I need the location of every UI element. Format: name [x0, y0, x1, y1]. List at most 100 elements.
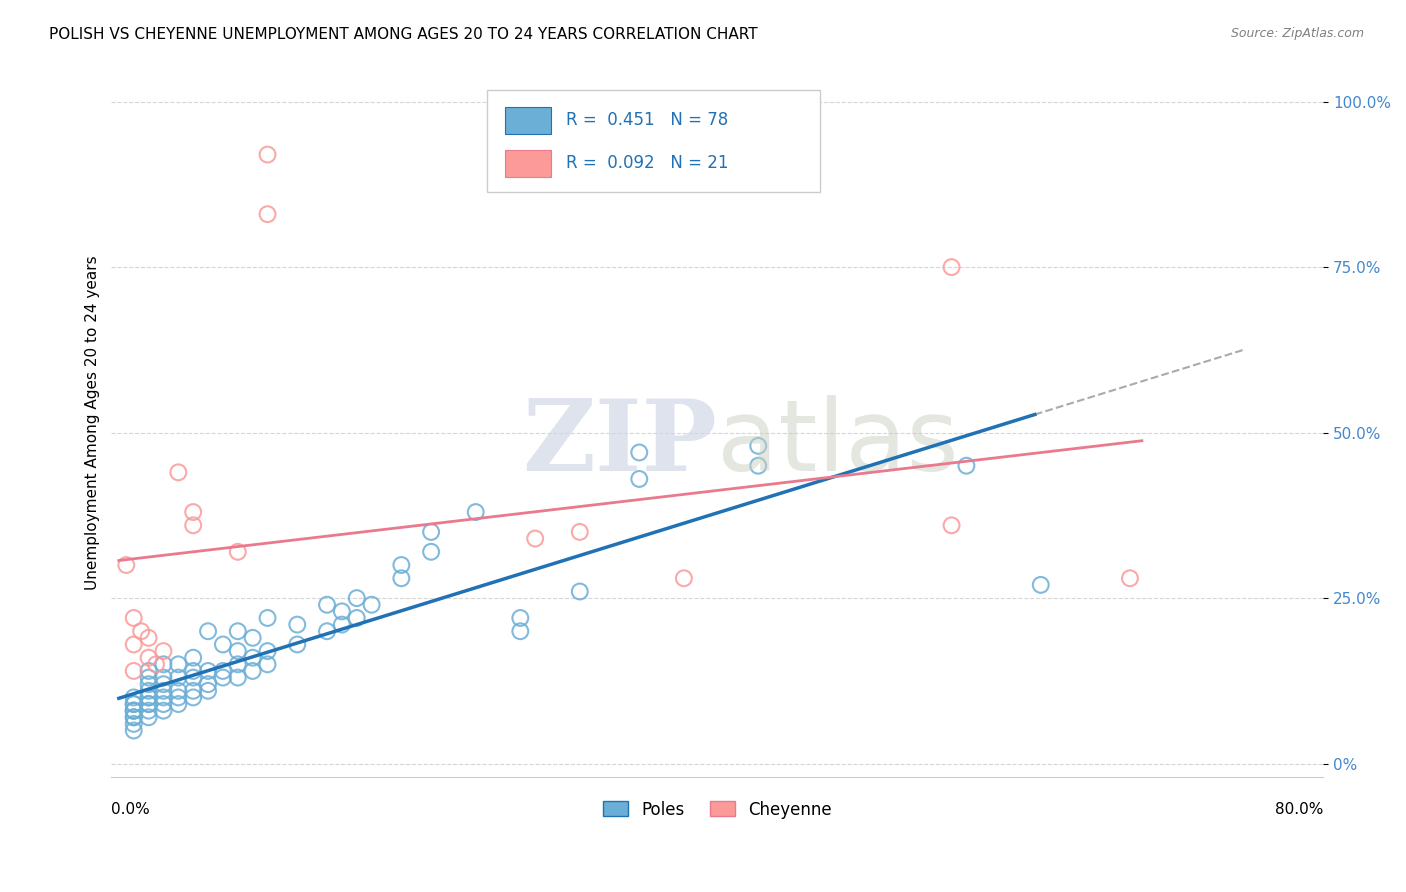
Point	[138, 683, 160, 698]
Point	[197, 677, 219, 691]
Point	[1119, 571, 1142, 585]
Point	[628, 445, 651, 459]
Point	[242, 650, 264, 665]
Point	[138, 664, 160, 678]
Text: 0.0%: 0.0%	[111, 802, 150, 817]
Legend: Poles, Cheyenne: Poles, Cheyenne	[596, 794, 838, 825]
Point	[509, 624, 531, 639]
Point	[242, 664, 264, 678]
Point	[138, 650, 160, 665]
Point	[181, 518, 204, 533]
Point	[181, 683, 204, 698]
Point	[181, 671, 204, 685]
Point	[672, 571, 695, 585]
Point	[256, 657, 278, 672]
Point	[138, 697, 160, 711]
Point	[138, 671, 160, 685]
Point	[285, 617, 308, 632]
Point	[568, 584, 591, 599]
Point	[464, 505, 486, 519]
Point	[197, 683, 219, 698]
Point	[285, 637, 308, 651]
Point	[256, 147, 278, 161]
Point	[167, 697, 190, 711]
Point	[628, 472, 651, 486]
Point	[256, 611, 278, 625]
Text: 80.0%: 80.0%	[1275, 802, 1323, 817]
Point	[152, 671, 174, 685]
Point	[524, 532, 547, 546]
Point	[122, 697, 145, 711]
Point	[122, 664, 145, 678]
Point	[122, 710, 145, 724]
Point	[212, 664, 235, 678]
Point	[226, 657, 249, 672]
Point	[226, 671, 249, 685]
Point	[138, 631, 160, 645]
Point	[747, 458, 769, 473]
Point	[197, 624, 219, 639]
Point	[152, 677, 174, 691]
Point	[152, 704, 174, 718]
Point	[181, 690, 204, 705]
Point	[167, 690, 190, 705]
Point	[138, 697, 160, 711]
Point	[420, 524, 443, 539]
Point	[242, 631, 264, 645]
Bar	[505, 107, 551, 135]
Point	[941, 260, 963, 274]
Point	[152, 657, 174, 672]
Point	[316, 598, 339, 612]
Text: POLISH VS CHEYENNE UNEMPLOYMENT AMONG AGES 20 TO 24 YEARS CORRELATION CHART: POLISH VS CHEYENNE UNEMPLOYMENT AMONG AG…	[49, 27, 758, 42]
Point	[346, 611, 368, 625]
Point	[181, 505, 204, 519]
Point	[330, 617, 353, 632]
Point	[122, 710, 145, 724]
Point	[389, 558, 412, 572]
Text: ZIP: ZIP	[523, 395, 717, 492]
Point	[122, 704, 145, 718]
Point	[330, 604, 353, 618]
Point	[747, 439, 769, 453]
Point	[138, 710, 160, 724]
Point	[509, 611, 531, 625]
Y-axis label: Unemployment Among Ages 20 to 24 years: Unemployment Among Ages 20 to 24 years	[86, 255, 100, 590]
Point	[167, 657, 190, 672]
Point	[122, 611, 145, 625]
Text: R =  0.092   N = 21: R = 0.092 N = 21	[565, 153, 728, 172]
Bar	[505, 150, 551, 177]
Point	[568, 524, 591, 539]
Point	[181, 664, 204, 678]
FancyBboxPatch shape	[486, 90, 820, 193]
Point	[256, 207, 278, 221]
Point	[122, 637, 145, 651]
Text: Source: ZipAtlas.com: Source: ZipAtlas.com	[1230, 27, 1364, 40]
Point	[212, 637, 235, 651]
Point	[138, 704, 160, 718]
Point	[941, 518, 963, 533]
Point	[138, 690, 160, 705]
Point	[122, 704, 145, 718]
Point	[152, 644, 174, 658]
Point	[360, 598, 382, 612]
Point	[152, 690, 174, 705]
Point	[389, 571, 412, 585]
Point	[197, 664, 219, 678]
Text: R =  0.451   N = 78: R = 0.451 N = 78	[565, 112, 728, 129]
Point	[138, 677, 160, 691]
Point	[226, 624, 249, 639]
Point	[138, 690, 160, 705]
Point	[1029, 578, 1052, 592]
Point	[122, 697, 145, 711]
Point	[226, 545, 249, 559]
Point	[346, 591, 368, 606]
Point	[122, 704, 145, 718]
Point	[955, 458, 977, 473]
Point	[122, 717, 145, 731]
Point	[316, 624, 339, 639]
Point	[122, 690, 145, 705]
Point	[167, 466, 190, 480]
Point	[256, 644, 278, 658]
Point	[122, 723, 145, 738]
Point	[181, 650, 204, 665]
